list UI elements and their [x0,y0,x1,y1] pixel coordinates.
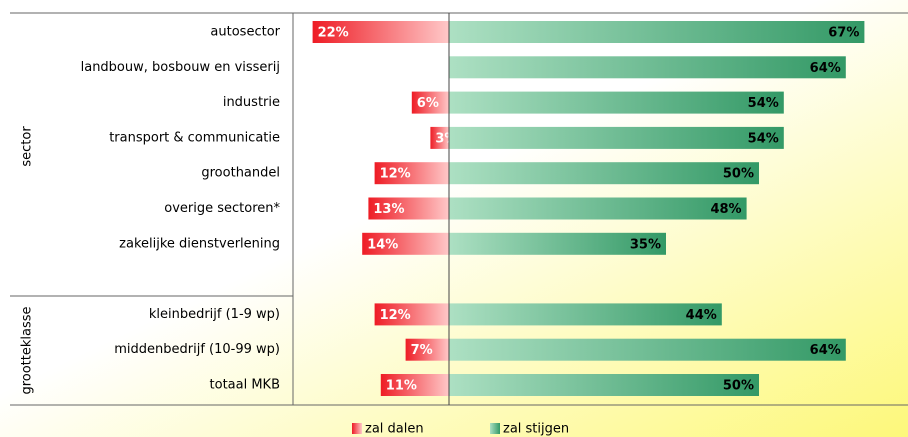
value-label: 67% [828,26,859,41]
bar [374,303,449,326]
bar [368,197,449,220]
bar [449,91,784,114]
category-label: landbouw, bosbouw en visserij [81,60,280,75]
category-label: groothandel [201,166,280,181]
value-label: 22% [318,26,349,41]
bar [405,338,449,361]
bar [449,56,846,79]
bar [411,91,449,114]
bar [449,21,865,43]
legend-swatch [490,423,500,434]
value-label: 48% [710,202,741,217]
category-label: kleinbedrijf (1-9 wp) [149,307,280,322]
category-label: overige sectoren* [164,201,280,216]
bar [380,374,449,396]
legend-swatch [352,423,362,434]
value-label: 7% [411,343,433,358]
value-label: 13% [373,202,404,217]
bar [449,162,759,185]
value-label: 54% [748,131,779,146]
bar [449,374,759,396]
group-label: grootteklasse [20,306,35,394]
value-label: 44% [686,308,717,323]
bar [374,162,449,185]
value-label: 54% [748,96,779,111]
bar [449,303,722,326]
bar [449,232,666,255]
category-label: transport & communicatie [109,130,280,145]
value-label: 6% [417,96,439,111]
bar [449,338,846,361]
value-label: 11% [386,379,417,394]
value-label: 64% [810,61,841,76]
value-label: 64% [810,343,841,358]
category-label: middenbedrijf (10-99 wp) [114,342,280,357]
bar [430,126,449,149]
group-label: sector [20,126,35,167]
value-label: 50% [723,167,754,182]
category-label: autosector [210,25,280,40]
category-label: totaal MKB [210,378,280,393]
legend-label: zal stijgen [503,422,569,437]
bar [449,126,784,149]
value-label: 50% [723,379,754,394]
category-label: industrie [223,95,280,110]
category-label: zakelijke dienstverlening [119,236,280,251]
value-label: 14% [367,237,398,252]
bar [362,232,449,255]
bar [449,197,747,220]
value-label: 35% [630,237,661,252]
value-label: 12% [380,167,411,182]
bar [312,21,449,43]
legend-label: zal dalen [365,422,424,437]
value-label: 12% [380,308,411,323]
